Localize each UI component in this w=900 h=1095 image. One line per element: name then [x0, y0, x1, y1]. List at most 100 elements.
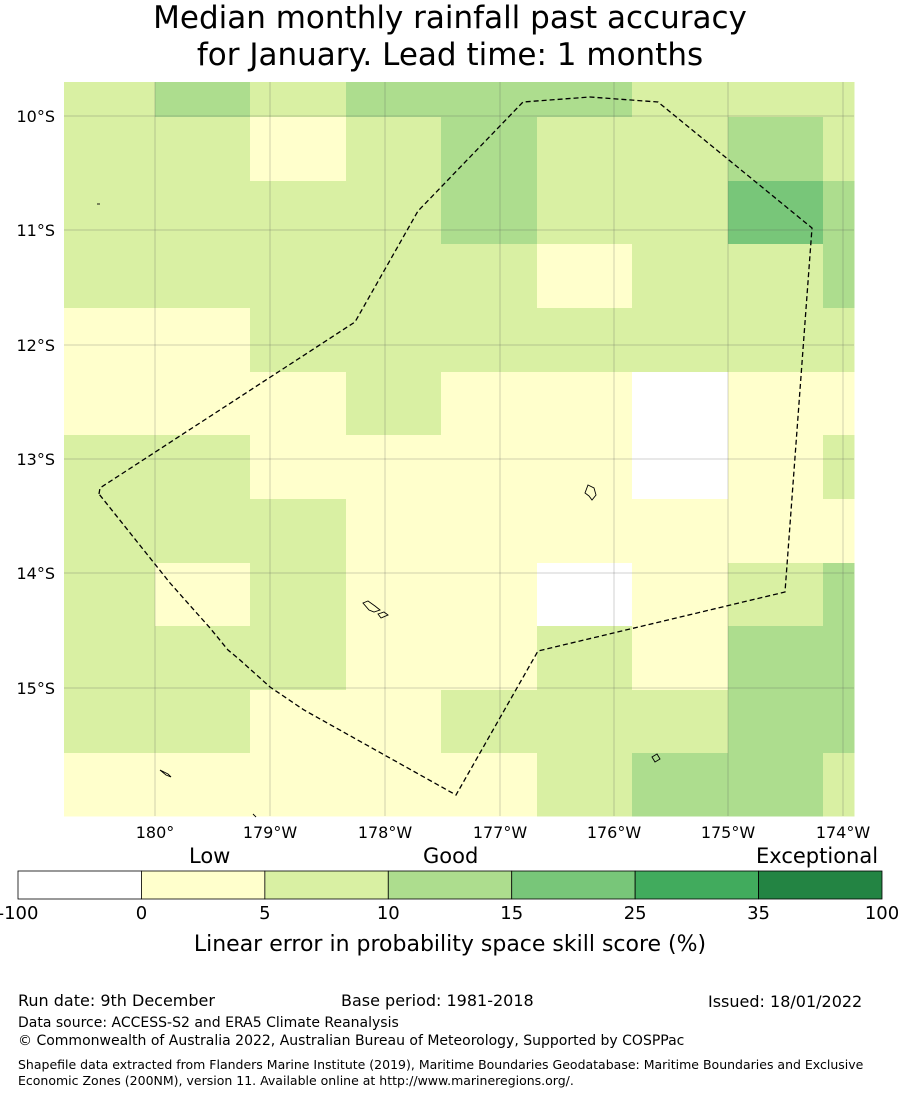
title-line-2: for January. Lead time: 1 months	[196, 37, 704, 73]
latitude-label: 15°S	[16, 679, 55, 698]
grid-cell	[346, 626, 442, 691]
grid-cell	[632, 308, 729, 373]
grid-cell	[632, 244, 729, 309]
colorbar-tick-label: -100	[0, 903, 39, 924]
colorbar-swatch	[17, 870, 142, 900]
island-niuafoou	[651, 753, 661, 763]
grid-cell	[155, 626, 251, 691]
grid-cell	[823, 308, 855, 373]
grid-cell	[441, 372, 538, 436]
latitude-label: 10°S	[16, 107, 55, 126]
island-futuna	[362, 600, 381, 613]
longitude-label: 178°W	[358, 823, 413, 842]
grid-cell	[728, 499, 824, 564]
grid-cell	[64, 499, 156, 564]
island-wallis	[584, 484, 597, 501]
grid-cell	[441, 181, 538, 245]
grid-cell	[537, 308, 633, 373]
grid-cell	[250, 563, 347, 627]
chart-title: Median monthly rainfall past accuracy fo…	[0, 0, 900, 74]
grid-cell	[64, 82, 156, 118]
grid-cell	[441, 435, 538, 500]
grid-cell	[632, 372, 729, 436]
grid-cell	[155, 690, 251, 754]
grid-cell	[155, 499, 251, 564]
colorbar-swatch	[141, 870, 266, 900]
eez-boundary	[98, 96, 813, 796]
grid-cell	[250, 499, 347, 564]
grid-cell	[250, 181, 347, 245]
grid-cell	[823, 181, 855, 245]
island-reef	[159, 769, 172, 778]
grid-cell	[346, 499, 442, 564]
skill-grid	[64, 82, 855, 817]
longitude-label: 175°W	[701, 823, 756, 842]
colorbar-swatch	[264, 870, 389, 900]
latitude-label: 14°S	[16, 564, 55, 583]
grid-cell	[64, 117, 156, 182]
grid-cell	[728, 244, 824, 309]
title-line-1: Median monthly rainfall past accuracy	[153, 0, 747, 36]
island-edge	[252, 813, 257, 818]
grid-cell	[441, 753, 538, 817]
grid-cell	[537, 181, 633, 245]
grid-cell	[441, 244, 538, 309]
grid-cell	[823, 435, 855, 500]
grid-cell	[155, 181, 251, 245]
latitude-labels: 10°S 11°S 12°S 13°S 14°S 15°S	[16, 107, 55, 698]
grid-cell	[632, 435, 729, 500]
longitude-labels: 180° 179°W 178°W 177°W 176°W 175°W 174°W	[136, 823, 871, 842]
colorbar-swatch	[758, 870, 883, 900]
colorbar-tick-label: 35	[747, 903, 771, 924]
colorbar-label-low: Low	[189, 844, 231, 868]
grid-cell	[155, 372, 251, 436]
grid-cell	[346, 181, 442, 245]
colorbar-tick-label: 25	[623, 903, 647, 924]
grid-cell	[823, 753, 855, 817]
grid-cell	[250, 690, 347, 754]
colorbar-tick-label: 15	[500, 903, 524, 924]
grid-cell	[441, 563, 538, 627]
grid-cell	[728, 308, 824, 373]
grid-cell	[441, 82, 538, 118]
grid-cell	[728, 181, 824, 245]
colorbar-label-exceptional: Exceptional	[756, 844, 879, 868]
grid-cell	[155, 82, 251, 118]
grid-cell	[441, 499, 538, 564]
colorbar-swatch	[634, 870, 759, 900]
grid-cell	[537, 372, 633, 436]
grid-cell	[441, 690, 538, 754]
colorbar-tick-label: 10	[376, 903, 400, 924]
base-period: Base period: 1981-2018	[341, 991, 534, 1010]
issued-date: Issued: 18/01/2022	[708, 992, 863, 1011]
grid-cell	[250, 308, 347, 373]
grid-cell	[441, 308, 538, 373]
grid-cell	[632, 499, 729, 564]
grid-cell	[64, 181, 156, 245]
colorbar	[17, 870, 883, 900]
grid-cell	[155, 244, 251, 309]
grid-cell	[823, 690, 855, 754]
data-source: Data source: ACCESS-S2 and ERA5 Climate …	[18, 1015, 399, 1031]
longitude-label: 180°	[136, 823, 175, 842]
island-alofi	[377, 611, 389, 619]
grid-cell	[632, 82, 729, 118]
grid-cell	[728, 626, 824, 691]
grid-cell	[346, 82, 442, 118]
grid-cell	[823, 117, 855, 182]
copyright: © Commonwealth of Australia 2022, Austra…	[18, 1033, 685, 1049]
grid-cell	[346, 563, 442, 627]
grid-cell	[64, 435, 156, 500]
grid-cell	[537, 117, 633, 182]
grid-cell	[728, 753, 824, 817]
grid-cell	[346, 308, 442, 373]
grid-cell	[823, 372, 855, 436]
colorbar-title: Linear error in probability space skill …	[193, 932, 707, 957]
grid-cell	[441, 117, 538, 182]
grid-cell	[728, 117, 824, 182]
colorbar-tick-label: 100	[864, 903, 900, 924]
grid-cell	[632, 117, 729, 182]
colorbar-swatch	[387, 870, 513, 900]
grid-cell	[823, 499, 855, 564]
grid-cell	[728, 82, 824, 118]
